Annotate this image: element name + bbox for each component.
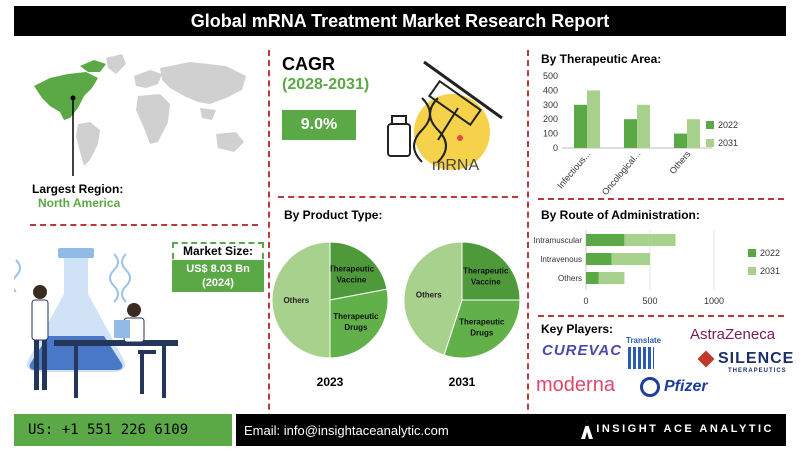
y-tick-label: Intravenous <box>540 255 582 264</box>
translate-logo: Translate <box>626 336 662 345</box>
pie-slice <box>403 241 463 356</box>
largest-region-value: North America <box>38 196 121 210</box>
y-tick-label: 500 <box>543 71 558 81</box>
bar-2022 <box>574 104 587 148</box>
divider-right-mid <box>538 198 784 200</box>
pie-slice-label: Therapeutic <box>459 318 505 327</box>
divider-left-mid <box>30 224 258 226</box>
footer-email: Email: info@insightaceanalytic.com <box>244 422 449 438</box>
translate-bars-icon <box>628 347 654 369</box>
product-type-charts: Therapeutic Vaccine Therapeutic Drugs Others… <box>271 241 521 389</box>
y-tick-label: 400 <box>543 85 558 95</box>
cagr-period: (2028-2031) <box>282 76 370 93</box>
legend-swatch-2022 <box>748 249 756 257</box>
pfizer-logo: Pfizer <box>664 378 708 395</box>
pie-slice-label: Therapeutic <box>333 312 379 321</box>
y-tick-label: Others <box>558 274 582 283</box>
world-map-image <box>34 54 246 176</box>
pie-slice-label: Others <box>416 291 442 300</box>
bar-2022 <box>586 272 599 284</box>
x-tick-label: Infectious... <box>555 149 592 191</box>
divider-center-mid <box>278 196 518 198</box>
pie-slice <box>461 241 521 301</box>
divider-right-low <box>538 315 784 317</box>
pie-slice-label: Others <box>283 296 309 305</box>
bar-2031 <box>687 119 700 148</box>
silence-subtitle: THERAPEUTICS <box>728 368 787 374</box>
legend-label: 2022 <box>760 248 780 258</box>
pie-slice-label: Therapeutic <box>463 267 509 276</box>
bar-2022 <box>586 234 625 246</box>
y-tick-label: 100 <box>543 129 558 139</box>
legend-label: 2031 <box>760 266 780 276</box>
x-tick-label: 500 <box>642 296 657 306</box>
report-title: Global mRNA Treatment Market Research Re… <box>14 6 786 36</box>
curevac-logo: CUREVAC <box>542 342 623 359</box>
bar-2031 <box>624 234 676 246</box>
product-type-title: By Product Type: <box>284 208 383 222</box>
moderna-logo: moderna <box>536 374 615 396</box>
market-size-label: Market Size: <box>182 244 254 258</box>
legend-swatch-2031 <box>706 139 714 147</box>
therapeutic-area-title: By Therapeutic Area: <box>541 52 662 66</box>
pie-slice-label: Vaccine <box>337 276 367 285</box>
key-players-title: Key Players: <box>541 322 614 336</box>
cagr-label: CAGR <box>282 54 335 74</box>
divider-left <box>268 50 270 440</box>
lab-illustration-image <box>14 248 178 398</box>
bar-2031 <box>611 253 650 265</box>
astrazeneca-logo: AstraZeneca <box>690 326 776 343</box>
x-tick-label: Others <box>668 148 693 176</box>
legend-swatch-2022 <box>706 121 714 129</box>
brand-logo-icon <box>581 421 593 439</box>
bar-2031 <box>598 272 625 284</box>
market-size-year: (2024) <box>202 277 234 289</box>
pie-year-label: 2023 <box>317 375 344 389</box>
therapeutic-area-chart: 0 100 200 300 400 500 Infectious... Oncological… <box>543 71 738 196</box>
bar-2022 <box>586 253 612 265</box>
y-tick-label: 200 <box>543 114 558 124</box>
y-tick-label: 0 <box>553 143 558 153</box>
bar-2031 <box>587 90 600 148</box>
pie-slice <box>271 241 331 359</box>
syringe-mrna-image: mRNA <box>387 60 503 174</box>
x-tick-label: 1000 <box>704 296 724 306</box>
footer-phone: US: +1 551 226 6109 <box>14 414 232 446</box>
pie-slice <box>329 288 389 359</box>
bar-2022 <box>674 133 687 148</box>
y-tick-label: Intramuscular <box>534 236 583 245</box>
route-title: By Route of Administration: <box>541 208 700 222</box>
footer-bar: Email: info@insightaceanalytic.com INSIG… <box>236 414 786 446</box>
divider-right <box>527 50 529 440</box>
market-size-value-box: US$ 8.03 Bn (2024) <box>172 260 264 292</box>
pie-slice <box>329 241 388 301</box>
pie-slice <box>443 299 521 359</box>
pie-slice-label: Vaccine <box>471 278 501 287</box>
bar-2022 <box>624 119 637 148</box>
silence-star-icon <box>697 350 715 368</box>
silence-logo: SILENCE <box>718 350 795 367</box>
x-tick-label: Oncological... <box>600 149 643 196</box>
legend-swatch-2031 <box>748 267 756 275</box>
pie-slice-label: Therapeutic <box>329 265 375 274</box>
route-chart: Intramuscular Intravenous Others 0 500 1000 20… <box>534 230 780 306</box>
pie-slice-label: Drugs <box>344 323 368 332</box>
mrna-image-text: mRNA <box>432 157 479 174</box>
cagr-value-box: 9.0% <box>282 110 356 140</box>
market-size-value: US$ 8.03 Bn <box>186 263 250 275</box>
bar-2031 <box>637 104 650 148</box>
legend-label: 2022 <box>718 120 738 130</box>
pie-slice-label: Drugs <box>470 329 494 338</box>
brand-name: INSIGHT ACE ANALYTIC <box>596 423 774 435</box>
cagr-value: 9.0% <box>300 116 338 133</box>
legend-label: 2031 <box>718 138 738 148</box>
pfizer-circle-icon <box>640 377 660 397</box>
x-tick-label: 0 <box>583 296 588 306</box>
largest-region-label: Largest Region: <box>32 182 124 196</box>
y-tick-label: 300 <box>543 100 558 110</box>
pie-year-label: 2031 <box>449 375 476 389</box>
